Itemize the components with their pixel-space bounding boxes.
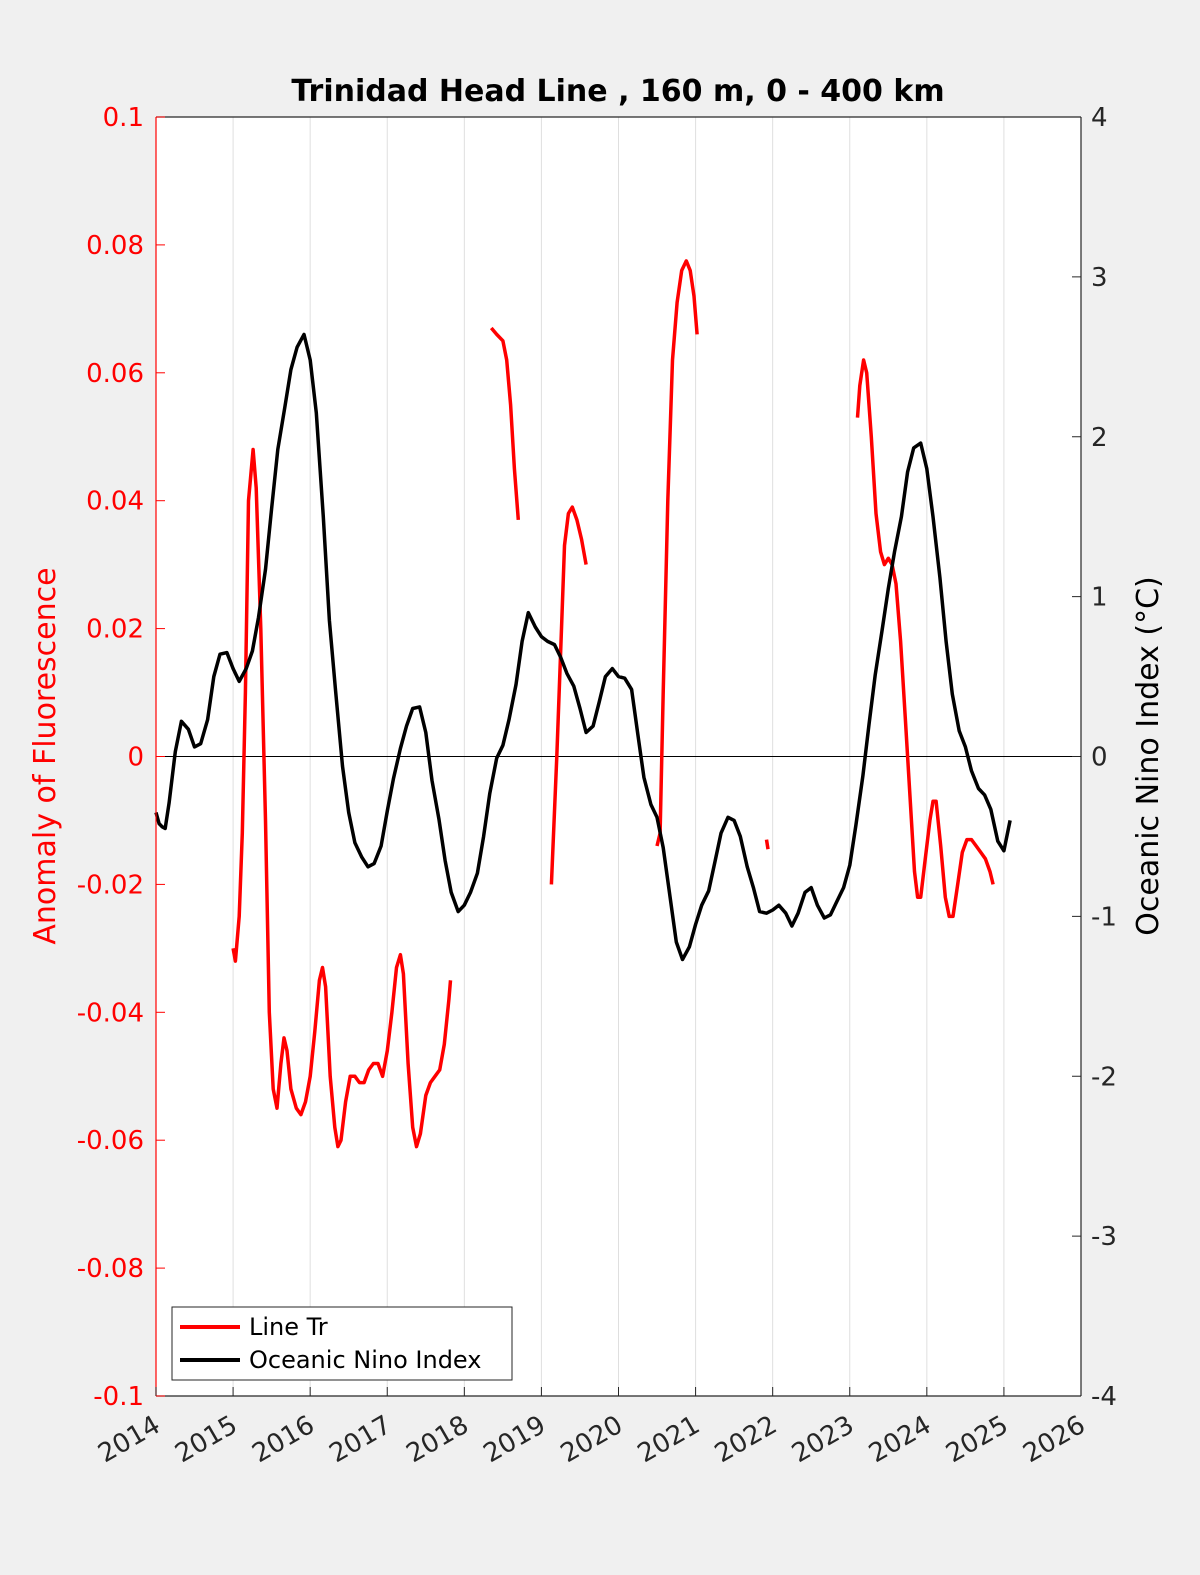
x-tick-label: 2026	[1018, 1410, 1090, 1469]
y-axis-left-label: Anomaly of Fluorescence	[28, 567, 63, 944]
legend-box	[171, 1306, 513, 1381]
y-left-tick-label: 0.04	[86, 487, 144, 517]
y-left-tick-label: 0.06	[86, 359, 144, 389]
x-tick-label: 2024	[864, 1410, 936, 1469]
x-tick-label: 2017	[324, 1410, 396, 1469]
y-right-tick-label: -1	[1091, 902, 1117, 932]
y-left-tick-label: 0	[127, 743, 144, 773]
y-right-tick-label: -4	[1091, 1382, 1117, 1412]
y-right-tick-label: 0	[1091, 743, 1108, 773]
x-tick-label: 2020	[556, 1410, 628, 1469]
series-line-line-tr	[855, 358, 995, 919]
series-line-line-tr	[549, 505, 588, 885]
series-line-oceanic-nino-index	[154, 332, 1012, 962]
y-right-tick-label: -2	[1091, 1062, 1117, 1092]
x-tick-label: 2023	[787, 1410, 859, 1469]
y-left-tick-label: -0.04	[77, 998, 144, 1028]
x-tick-label: 2022	[710, 1410, 782, 1469]
y-right-tick-label: 3	[1091, 263, 1108, 293]
y-left-tick-label: 0.1	[103, 103, 144, 133]
y-axis-right-label: Oceanic Nino Index (°C)	[1131, 576, 1166, 936]
y-left-tick-label: -0.06	[77, 1126, 144, 1156]
series-group	[154, 259, 1012, 1149]
x-tick-label: 2015	[170, 1410, 242, 1469]
x-tick-label: 2016	[247, 1410, 319, 1469]
series-line-line-tr	[764, 839, 770, 850]
y-left-tick-label: 0.02	[86, 615, 144, 645]
legend: Line Tr Oceanic Nino Index	[171, 1306, 513, 1381]
series-line-line-tr	[489, 326, 521, 521]
y-left-tick-label: 0.08	[86, 231, 144, 261]
chart-title: Trinidad Head Line , 160 m, 0 - 400 km	[291, 74, 944, 109]
y-right-tick-label: -3	[1091, 1222, 1117, 1252]
legend-label-line-tr: Line Tr	[249, 1313, 328, 1341]
y-right-tick-label: 4	[1091, 103, 1108, 133]
x-tick-label: 2019	[479, 1410, 551, 1469]
y-right-tick-label: 1	[1091, 583, 1108, 613]
y-left-tick-label: -0.1	[93, 1382, 144, 1412]
x-tick-label: 2018	[402, 1410, 474, 1469]
series-line-line-tr	[655, 259, 699, 847]
y-left-tick-label: -0.02	[77, 870, 144, 900]
x-tick-label: 2014	[93, 1410, 165, 1469]
legend-label-oni: Oceanic Nino Index	[249, 1346, 481, 1374]
y-left-tick-label: -0.08	[77, 1254, 144, 1284]
series-line-line-tr	[231, 447, 453, 1149]
x-tick-label: 2025	[941, 1410, 1013, 1469]
x-tick-label: 2021	[633, 1410, 705, 1469]
y-right-tick-label: 2	[1091, 423, 1108, 453]
